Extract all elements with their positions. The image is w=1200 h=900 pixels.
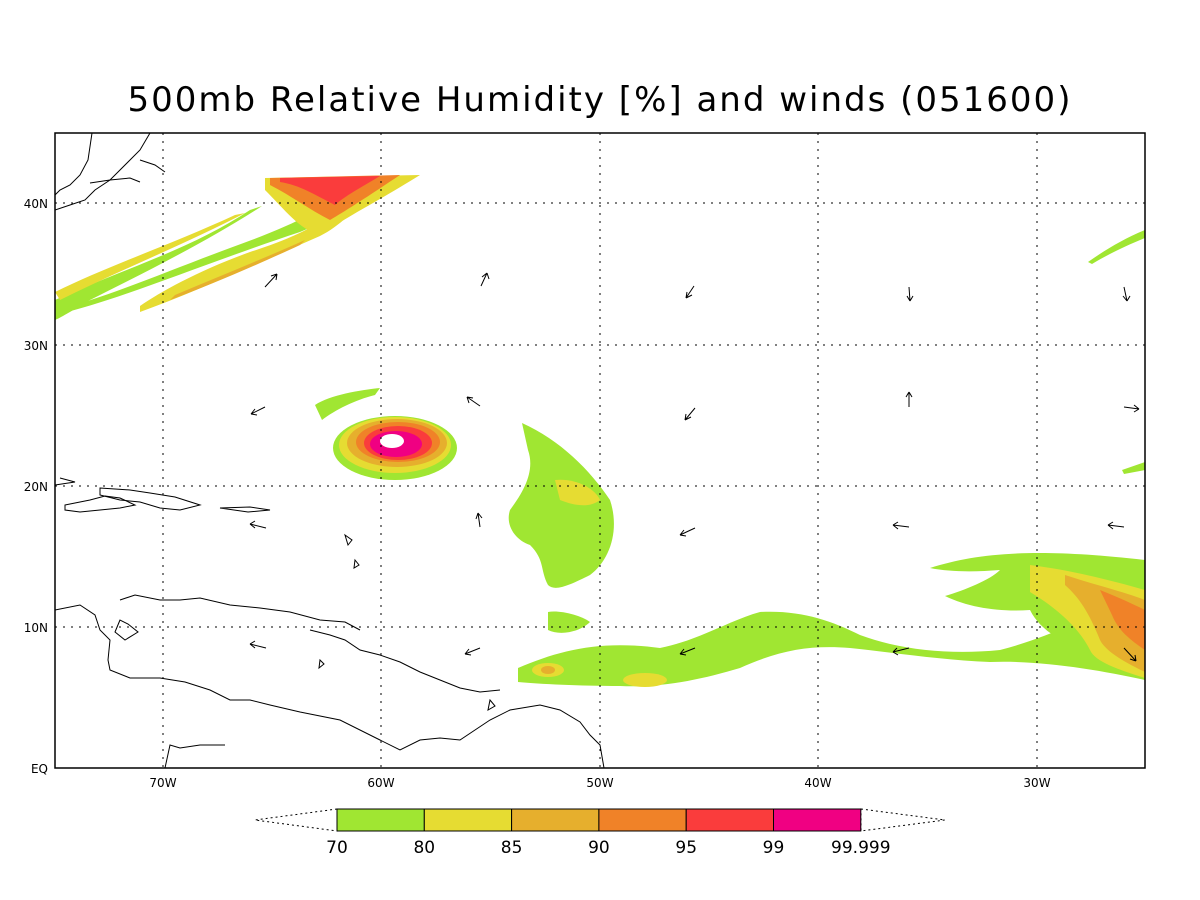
wind-arrow [1107,521,1125,530]
lat-tick-label: 40N [24,197,48,211]
colorbar-swatch [423,808,513,832]
lon-axis: 70W 60W 50W 40W 30W [149,776,1050,790]
lon-tick-label: 40W [804,776,831,790]
lat-tick-label: EQ [31,762,48,776]
lon-tick-label: 60W [367,776,394,790]
colorbar-label: 70 [326,838,348,858]
colorbar: 70 80 85 90 95 99 99.999 [254,808,946,858]
plot-frame [54,132,1146,769]
humidity-field [55,175,1145,687]
colorbar-label: 99 [763,838,785,858]
wind-arrow [466,396,481,407]
colorbar-label: 95 [675,838,697,858]
graticule [55,133,1145,768]
colorbar-label: 99.999 [831,838,890,858]
wind-arrow [679,527,696,537]
wind-arrow [250,406,266,416]
wind-arrow [475,512,483,528]
wind-arrow [684,407,696,421]
wind-arrow [906,286,914,302]
lon-tick-label: 50W [586,776,613,790]
wind-arrow [892,521,910,530]
colorbar-label: 90 [588,838,610,858]
lat-tick-label: 10N [24,621,48,635]
colorbar-label: 80 [413,838,435,858]
colorbar-label: 85 [501,838,523,858]
colorbar-swatch [511,808,600,832]
wind-arrow [1122,286,1131,302]
coastlines [55,133,605,768]
wind-arrow [679,647,696,656]
colorbar-swatch [336,808,425,832]
wind-arrow [264,273,278,288]
wind-vectors [249,272,1140,662]
wind-arrow [1123,404,1140,413]
lat-axis: EQ 10N 20N 30N 40N [24,197,48,776]
colorbar-swatch [773,808,862,832]
lon-tick-label: 30W [1023,776,1050,790]
lon-tick-label: 70W [149,776,176,790]
colorbar-swatch [598,808,687,832]
wind-arrow [249,520,267,529]
map-title: 500mb Relative Humidity [%] and winds (0… [127,80,1073,120]
wind-arrow [905,391,913,407]
wind-arrow [1123,647,1137,662]
lat-tick-label: 20N [24,480,48,494]
wind-arrow [249,640,267,649]
colorbar-right-extension [860,808,946,832]
wind-arrow [892,647,910,656]
wind-arrow [464,647,481,656]
wind-arrow [685,285,695,299]
wind-arrow [480,272,490,287]
colorbar-swatch [685,808,775,832]
lat-tick-label: 30N [24,339,48,353]
colorbar-left-extension [254,808,338,832]
